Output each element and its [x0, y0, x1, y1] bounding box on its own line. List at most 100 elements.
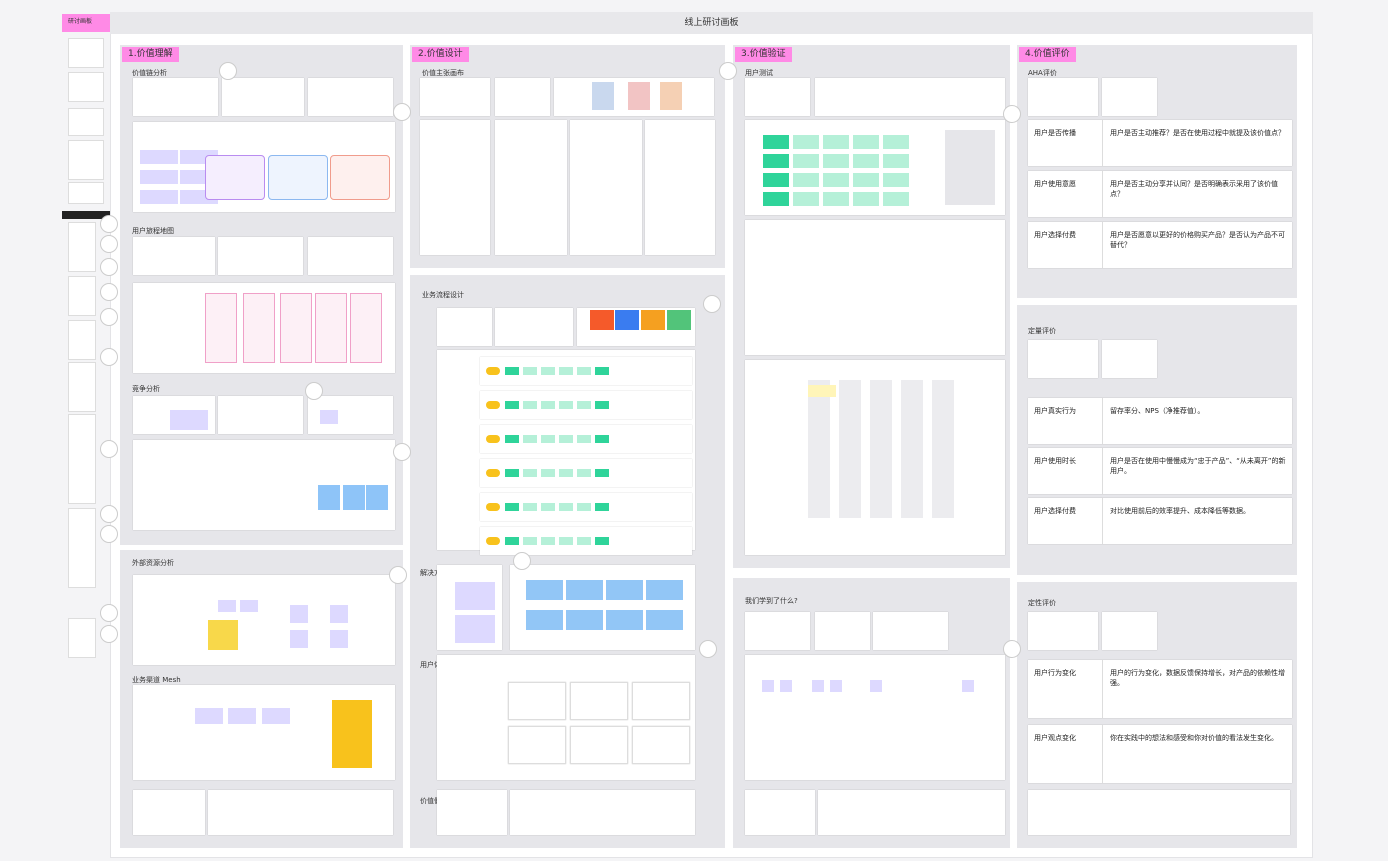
process-step: [595, 367, 609, 375]
card: [218, 237, 303, 275]
share-button[interactable]: [699, 640, 717, 658]
note-card: [208, 620, 238, 650]
evaluation-label: 用户选择付费: [1034, 231, 1076, 239]
test-cell: [793, 135, 819, 149]
test-cell: [823, 173, 849, 187]
process-step: [523, 435, 537, 443]
evaluation-row: [1028, 398, 1292, 444]
prototype-screen: [570, 682, 628, 720]
share-button[interactable]: [719, 62, 737, 80]
test-cell: [883, 135, 909, 149]
share-button[interactable]: [100, 215, 118, 233]
process-start: [486, 469, 500, 477]
sticky-note: [290, 605, 308, 623]
option-card: [660, 82, 682, 110]
share-button[interactable]: [393, 443, 411, 461]
card: [1102, 340, 1157, 378]
share-button[interactable]: [100, 283, 118, 301]
share-button[interactable]: [305, 382, 323, 400]
test-cell: [883, 192, 909, 206]
process-step: [523, 503, 537, 511]
evaluation-label: 用户观点变化: [1034, 734, 1076, 742]
result-column: [839, 380, 861, 518]
card: [745, 78, 810, 116]
share-button[interactable]: [703, 295, 721, 313]
process-step: [523, 401, 537, 409]
section-label: 2.价值设计: [412, 47, 469, 62]
share-button[interactable]: [389, 566, 407, 584]
card: [645, 120, 715, 255]
sidebar-thumbnail: [68, 140, 104, 180]
block-title: 解决方案: [420, 569, 448, 577]
share-button[interactable]: [393, 103, 411, 121]
process-start: [486, 503, 500, 511]
process-step: [541, 537, 555, 545]
test-cell: [763, 192, 789, 206]
card: [308, 237, 393, 275]
prototype-screen: [632, 682, 690, 720]
sticky-note: [330, 630, 348, 648]
evaluation-divider: [1028, 171, 1103, 217]
test-cell: [853, 192, 879, 206]
evaluation-label: 用户选择付费: [1034, 507, 1076, 515]
process-step: [577, 401, 591, 409]
prototype-screen: [570, 726, 628, 764]
evaluation-text: 用户是否主动推荐？是否在使用过程中就提及该价值点？: [1110, 129, 1285, 137]
share-button[interactable]: [100, 505, 118, 523]
evaluation-row: [1028, 171, 1292, 217]
evaluation-label: 用户是否传播: [1034, 129, 1076, 137]
card: [437, 790, 507, 835]
evaluation-text: 用户是否主动分享并认同？是否明确表示采用了该价值点？: [1110, 180, 1278, 198]
evaluation-row: [1028, 222, 1292, 268]
share-button[interactable]: [100, 258, 118, 276]
share-button[interactable]: [100, 440, 118, 458]
share-button[interactable]: [100, 604, 118, 622]
share-button[interactable]: [1003, 640, 1021, 658]
block-title: 价值链分析: [132, 69, 167, 77]
process-step: [577, 503, 591, 511]
process-step: [505, 537, 519, 545]
share-button[interactable]: [100, 235, 118, 253]
block-title: 外部资源分析: [132, 559, 174, 567]
share-button[interactable]: [100, 308, 118, 326]
section-label: 1.价值理解: [122, 47, 179, 62]
process-step: [559, 469, 573, 477]
card: [745, 790, 815, 835]
share-button[interactable]: [1003, 105, 1021, 123]
process-step: [559, 503, 573, 511]
sidebar-tag: 研讨画板: [62, 14, 110, 32]
card: [208, 790, 393, 835]
process-step: [595, 435, 609, 443]
note-card: [332, 700, 372, 768]
evaluation-row: [1028, 448, 1292, 494]
share-button[interactable]: [219, 62, 237, 80]
journey-column: [205, 293, 237, 363]
card: [495, 120, 567, 255]
test-cell: [853, 173, 879, 187]
prototype-screen: [508, 682, 566, 720]
card: [420, 120, 490, 255]
prototype-screen: [632, 726, 690, 764]
sidebar-thumbnail: [68, 320, 96, 360]
share-button[interactable]: [100, 625, 118, 643]
card: [133, 575, 395, 665]
process-step: [505, 435, 519, 443]
share-button[interactable]: [100, 525, 118, 543]
option-card: [592, 82, 614, 110]
share-button[interactable]: [100, 348, 118, 366]
sidebar-thumbnail: [68, 182, 104, 204]
sticky-note: [262, 708, 290, 724]
card: [570, 120, 642, 255]
share-button[interactable]: [513, 552, 531, 570]
process-step: [595, 537, 609, 545]
test-cell: [763, 154, 789, 168]
idea-card: [590, 310, 614, 330]
card: [1102, 78, 1157, 116]
sticky-note: [455, 582, 495, 610]
evaluation-row: [1028, 725, 1292, 783]
journey-column: [280, 293, 312, 363]
test-cell: [823, 135, 849, 149]
metric-bar: [343, 485, 365, 510]
card: [222, 78, 304, 116]
